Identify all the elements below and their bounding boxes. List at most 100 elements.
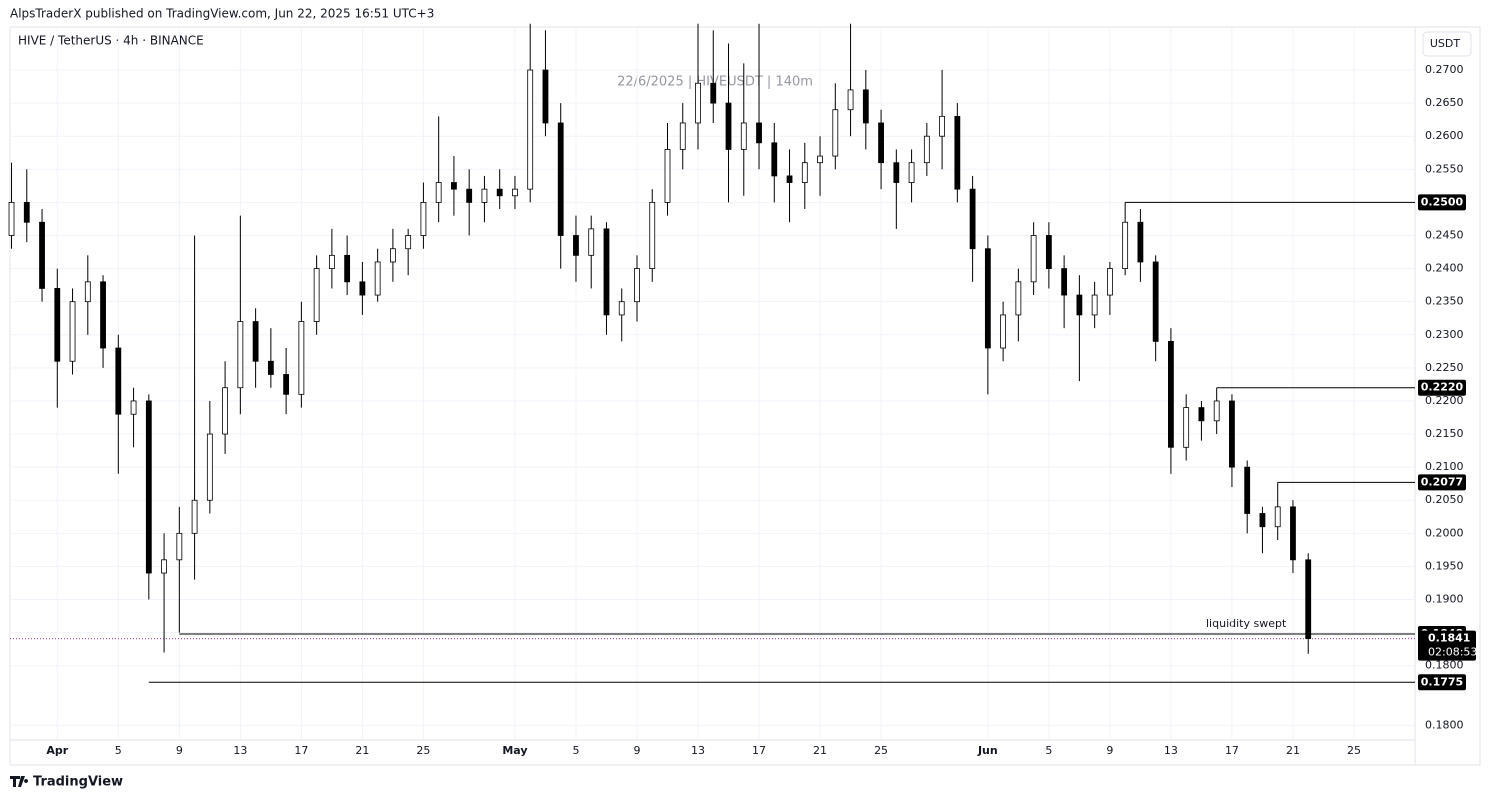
candle-body (496, 188, 503, 197)
candle-body (1122, 221, 1129, 269)
watermark: 22/6/2025 | HIVEUSDT | 140m (617, 75, 813, 90)
candle-body (283, 374, 290, 395)
candle-body (481, 188, 488, 203)
level-label-box (1418, 379, 1466, 396)
candle-body (1000, 314, 1007, 349)
y-tick-label: 0.2450 (1425, 228, 1464, 241)
candle-body (542, 69, 549, 124)
candle-body (359, 281, 366, 296)
candle-body (695, 82, 701, 124)
candle-body (862, 89, 869, 124)
candle-body (54, 288, 61, 362)
candle-body (466, 188, 473, 203)
candle-body (451, 182, 457, 190)
candle-body (618, 301, 625, 316)
candle-body (954, 115, 961, 190)
y-tick-label: 0.2250 (1425, 361, 1464, 374)
x-tick-label: 9 (176, 744, 183, 757)
candle-body (710, 82, 717, 104)
candle-body (69, 301, 76, 362)
x-tick-label: 9 (1106, 744, 1113, 757)
candle-body (725, 102, 732, 150)
candle-body (1152, 261, 1159, 342)
level-label: 0.2077 (1421, 475, 1463, 488)
last-price-label: 0.1841 (1428, 632, 1470, 645)
x-tick-label: 5 (1045, 744, 1052, 757)
candle-body (527, 69, 534, 190)
candle-body (893, 162, 900, 183)
y-tick-label: 0.2350 (1425, 295, 1464, 308)
y-tick-label: 0.2200 (1425, 394, 1464, 407)
candle-body (100, 281, 106, 349)
candle-body (390, 248, 396, 263)
candle-body (512, 188, 518, 197)
level-label-box (1418, 194, 1466, 211)
candle-body (771, 142, 778, 177)
candle-body (374, 261, 381, 296)
countdown: 02:08:53 (1428, 646, 1477, 659)
candle-body (145, 400, 152, 574)
y-tick-label: 0.2700 (1425, 63, 1464, 76)
candle-body (267, 360, 274, 375)
candle-body (405, 235, 412, 250)
candle-body (939, 115, 945, 137)
candle-body (1274, 506, 1281, 528)
candle-body (298, 321, 305, 395)
publisher: AlpsTraderX published on TradingView.com… (10, 7, 434, 21)
currency[interactable]: USDT (1430, 37, 1461, 50)
candle-body (740, 122, 747, 150)
candle-body (237, 321, 244, 389)
candle-body (84, 281, 91, 303)
candle-body (801, 162, 808, 183)
x-tick-label: 21 (1286, 744, 1300, 757)
candle-body (573, 235, 579, 256)
y-tick-label: 0.2600 (1425, 129, 1464, 142)
last-price-box (1418, 630, 1476, 661)
candle-body (252, 321, 259, 362)
candle-body (649, 201, 656, 269)
y-tick-label: 0.2300 (1425, 328, 1464, 341)
level-label: 0.2220 (1421, 381, 1464, 394)
candle-body (603, 228, 610, 316)
chart-frame (9, 26, 1481, 766)
candle-body (1045, 235, 1052, 269)
candle-body (1259, 513, 1266, 528)
x-tick-label: 25 (874, 744, 888, 757)
y-tick-label: 0.2150 (1425, 427, 1464, 440)
candle-body (206, 433, 213, 501)
candle-body (969, 188, 976, 250)
candle-body (756, 122, 762, 144)
candle-body (39, 221, 45, 289)
x-tick-label: 9 (633, 744, 640, 757)
candle-body (1183, 407, 1190, 448)
brand: TradingView (33, 775, 123, 790)
candle-body (1137, 221, 1144, 263)
currency-button[interactable] (1422, 31, 1472, 57)
x-tick-label: 25 (1347, 744, 1361, 757)
y-tick-label: 0.2050 (1425, 493, 1464, 506)
candle-body (1198, 407, 1205, 422)
x-tick-label: 5 (115, 744, 122, 757)
x-tick-label: 25 (416, 744, 430, 757)
x-tick-label: May (502, 744, 527, 757)
x-tick-label: 21 (813, 744, 827, 757)
candle-body (557, 122, 564, 236)
candle-body (313, 268, 320, 322)
x-tick-label: 21 (355, 744, 369, 757)
candle-body (1244, 466, 1251, 514)
symbol-title: HIVE / TetherUS · 4h · BINANCE (18, 34, 204, 48)
candle-body (435, 182, 442, 203)
level-label: 0.1775 (1421, 675, 1463, 688)
candle-body (634, 268, 640, 303)
candle-body (1213, 400, 1220, 422)
x-tick-label: Apr (46, 744, 68, 757)
y-tick-label: 0.1800 (1425, 659, 1464, 672)
candle-body (1015, 281, 1022, 316)
y-tick-label: 0.2650 (1425, 96, 1464, 109)
candle-body (1168, 340, 1174, 448)
candle-body (1290, 506, 1296, 561)
candle-body (344, 254, 351, 283)
candle-body (847, 89, 854, 111)
candle-body (130, 400, 137, 415)
